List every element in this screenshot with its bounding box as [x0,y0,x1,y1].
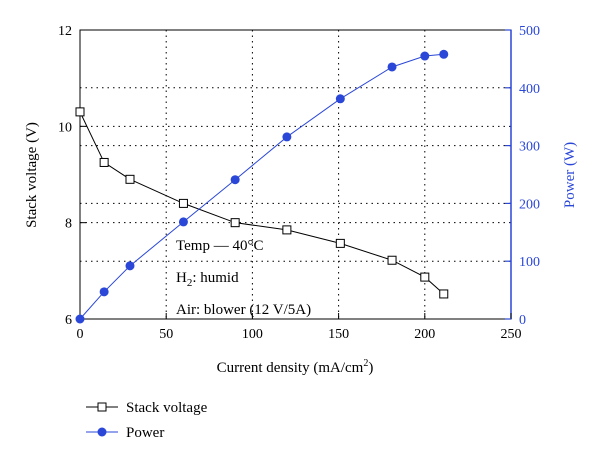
data-point-power [439,49,449,59]
x-tick-label: 50 [159,327,173,342]
data-point-power [282,132,292,142]
y-left-tick-label: 12 [58,24,72,39]
axis-ticks: 0 50 100 150 200 250 6 8 10 12 0 100 200 300 400 500 [58,24,540,342]
legend-label-power: Power [126,425,164,441]
data-point-power [335,94,345,104]
y-left-tick-label: 6 [65,313,72,328]
data-point-voltage [387,255,397,265]
series [75,49,449,324]
legend-marker-voltage [97,402,107,412]
series-line-power [79,53,444,320]
data-point-power [178,217,188,227]
data-point-voltage [230,218,240,228]
y-right-tick-label: 400 [519,82,540,97]
annotation-h2: H2: humid [176,270,239,289]
data-point-power [230,175,240,185]
data-point-power [420,51,430,61]
data-point-voltage [178,198,188,208]
data-point-voltage [420,272,430,282]
y-right-tick-label: 0 [519,313,526,328]
data-point-power [75,314,85,324]
y-right-tick-label: 100 [519,255,540,270]
x-tick-label: 250 [501,327,522,342]
x-tick-label: 200 [414,327,435,342]
data-point-voltage [282,225,292,235]
x-tick-label: 150 [328,327,349,342]
x-tick-label: 100 [242,327,263,342]
data-point-power [99,287,109,297]
legend: Stack voltage Power [86,400,208,441]
y-left-tick-label: 8 [65,217,72,232]
y-right-tick-label: 200 [519,197,540,212]
y-right-tick-label: 300 [519,140,540,155]
y-left-tick-label: 10 [58,120,72,135]
series-line-voltage [79,111,445,295]
y-axis-right-label: Power (W) [562,142,578,208]
data-point-voltage [335,238,345,248]
annotation-air: Air: blower (12 V/5A) [176,302,311,318]
data-point-power [125,261,135,271]
legend-label-voltage: Stack voltage [126,400,208,416]
x-axis-label: Current density (mA/cm2) [217,358,374,376]
legend-item-voltage: Stack voltage [86,400,208,416]
y-right-tick-label: 500 [519,24,540,39]
data-point-voltage [439,289,449,299]
annotation-temp: Temp — 40°C [176,238,263,254]
data-point-voltage [125,174,135,184]
x-tick-label: 0 [77,327,84,342]
grid-lines [80,30,511,319]
plot-frame [79,29,512,320]
legend-marker-power [97,427,107,437]
data-point-power [387,62,397,72]
data-point-voltage [75,107,85,117]
data-point-voltage [99,157,109,167]
legend-item-power: Power [86,425,164,441]
y-axis-left-label: Stack voltage (V) [24,122,40,228]
